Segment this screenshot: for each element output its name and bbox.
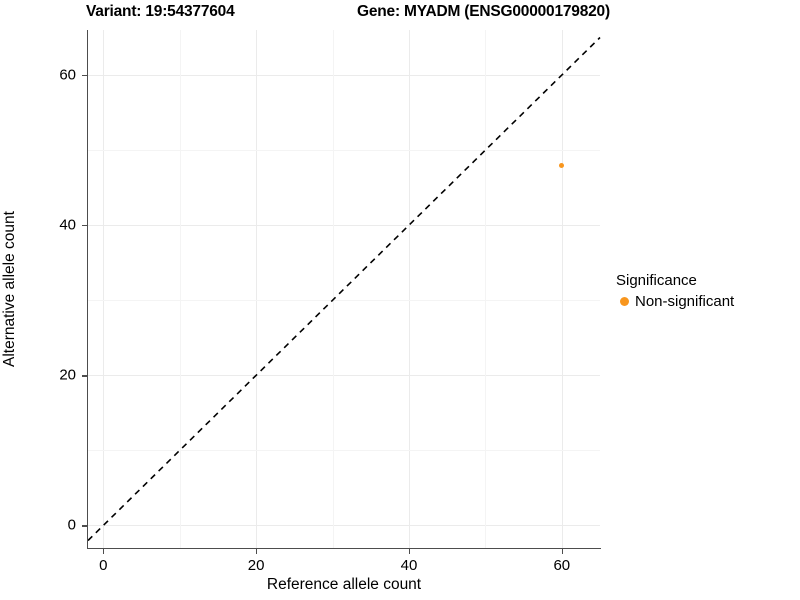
horizontal-gridline bbox=[88, 450, 600, 452]
plot-panel bbox=[87, 30, 601, 548]
vertical-gridline bbox=[256, 30, 258, 548]
y-axis-tick bbox=[82, 225, 87, 227]
vertical-gridline bbox=[485, 30, 487, 548]
vertical-gridline bbox=[561, 30, 563, 548]
vertical-gridline bbox=[179, 30, 181, 548]
x-axis-tick bbox=[408, 549, 411, 554]
legend-item[interactable]: Non-significant bbox=[616, 291, 734, 311]
x-axis-tick-label: 60 bbox=[553, 557, 571, 574]
legend-key-dot-icon bbox=[620, 296, 629, 306]
horizontal-gridline bbox=[88, 375, 600, 377]
legend-item-label: Non-significant bbox=[635, 292, 735, 310]
legend-title: Significance bbox=[616, 272, 697, 289]
horizontal-gridline bbox=[88, 300, 600, 302]
horizontal-gridline bbox=[88, 150, 600, 152]
x-axis-tick-label: 40 bbox=[400, 557, 418, 574]
y-axis-tick-label: 60 bbox=[59, 66, 76, 84]
x-axis-tick-label: 20 bbox=[247, 557, 265, 574]
y-axis-title: Alternative allele count bbox=[1, 211, 18, 367]
y-axis-line bbox=[87, 30, 89, 549]
chart-title-row: Variant: 19:54377604 Gene: MYADM (ENSG00… bbox=[0, 0, 800, 26]
y-axis-tick bbox=[82, 75, 87, 77]
x-axis-title: Reference allele count bbox=[266, 576, 422, 593]
vertical-gridline bbox=[103, 30, 105, 548]
x-axis-tick bbox=[561, 549, 563, 554]
y-axis-tick-label: 20 bbox=[59, 366, 76, 384]
horizontal-gridline bbox=[88, 225, 600, 227]
horizontal-gridline bbox=[88, 75, 600, 77]
identity-reference-line bbox=[87, 36, 601, 542]
legend-items: Non-significant bbox=[616, 291, 734, 311]
vertical-gridline bbox=[332, 30, 334, 548]
variant-title: Variant: 19:54377604 bbox=[86, 3, 235, 20]
vertical-gridline bbox=[408, 30, 410, 548]
x-axis-tick bbox=[256, 549, 258, 554]
y-axis-tick-label: 40 bbox=[59, 216, 76, 234]
x-axis-line bbox=[88, 548, 601, 550]
y-axis-tick-label: 0 bbox=[67, 516, 76, 534]
x-axis-tick bbox=[103, 549, 105, 554]
data-point[interactable] bbox=[559, 162, 565, 168]
legend: Significance Non-significant bbox=[616, 272, 734, 311]
x-axis-tick-label: 0 bbox=[99, 557, 108, 574]
gene-title: Gene: MYADM (ENSG00000179820) bbox=[357, 3, 610, 20]
y-axis-tick bbox=[82, 375, 87, 377]
y-axis-tick bbox=[82, 525, 87, 527]
horizontal-gridline bbox=[88, 525, 600, 527]
